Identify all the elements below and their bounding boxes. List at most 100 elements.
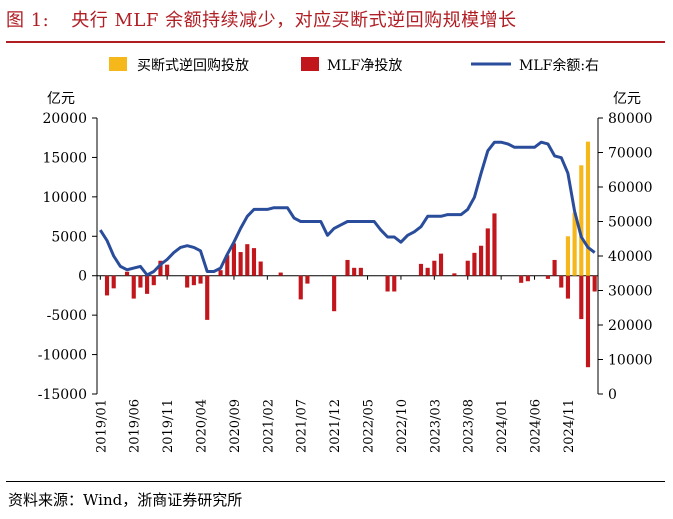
right-tick-label: 80000 [608, 111, 653, 127]
mlf-net-bar [392, 275, 397, 292]
mlf-net-bar [545, 275, 550, 279]
mlf-net-bar [205, 275, 210, 320]
title-rule [6, 41, 665, 43]
mlf-net-bar [124, 271, 130, 276]
right-axis-unit: 亿元 [613, 91, 641, 107]
mlf-net-bar [425, 267, 430, 276]
mlf-net-bar [305, 275, 310, 284]
mlf-net-bar [345, 259, 350, 276]
reverse-repo-bar [565, 236, 571, 276]
mlf-net-bar [519, 275, 524, 283]
legend-swatch-mlf-net [301, 57, 319, 71]
mlf-net-bar [332, 275, 337, 312]
mlf-net-bar [158, 260, 163, 276]
right-tick-label: 70000 [608, 146, 653, 162]
legend-label-mlf-balance: MLF余额:右 [519, 57, 599, 74]
mlf-net-bar [592, 275, 597, 292]
plot-area: -15000 -10000 -5000 0 5000 10000 15000 20000 0 10… [38, 111, 653, 453]
figure-title-text: 央行 MLF 余额持续减少，对应买断式逆回购规模增长 [71, 10, 517, 31]
mlf-net-bar [385, 275, 390, 292]
left-tick-label: -10000 [38, 348, 87, 364]
mlf-net-bar [552, 259, 557, 276]
x-tick-label: 2019/01 [94, 399, 109, 453]
mlf-net-bar [298, 275, 303, 300]
left-tick-label: 0 [78, 269, 87, 285]
left-axis-unit: 亿元 [47, 91, 75, 107]
figure-number: 图 1: [6, 10, 50, 31]
right-tick-label: 60000 [608, 180, 653, 196]
x-tick-label: 2023/03 [428, 399, 443, 453]
legend-label-reverse-repo: 买断式逆回购投放 [137, 58, 249, 74]
x-tick-label: 2022/05 [362, 399, 377, 453]
x-tick-label: 2021/02 [261, 399, 276, 453]
right-tick-label: 20000 [608, 318, 653, 334]
mlf-net-bar [198, 275, 203, 284]
mlf-net-bar [465, 260, 470, 276]
mlf-net-bar [472, 252, 477, 276]
mlf-net-bar [165, 264, 170, 276]
right-tick-label: 0 [608, 387, 617, 403]
mlf-net-bar [258, 261, 263, 276]
mlf-net-bar [185, 275, 190, 288]
mlf-net-bar [358, 267, 363, 276]
mlf-net-bar [138, 275, 143, 288]
mlf-net-bar [432, 260, 437, 276]
right-tick-label: 10000 [608, 353, 653, 369]
x-tick-label: 2024/11 [562, 399, 577, 453]
mlf-net-bar [238, 252, 243, 276]
right-tick-label: 40000 [608, 249, 653, 265]
left-tick-label: 15000 [42, 150, 87, 166]
mlf-net-bar [452, 273, 457, 276]
mlf-net-bar [492, 213, 497, 276]
mlf-net-bar [438, 253, 444, 276]
left-tick-label: -15000 [38, 387, 87, 403]
mlf-net-bar [579, 275, 584, 320]
mlf-net-bar [559, 275, 564, 288]
x-tick-label: 2021/12 [328, 399, 343, 453]
x-tick-label: 2023/08 [462, 399, 477, 453]
x-tick-label: 2024/01 [495, 399, 510, 453]
x-tick-label: 2020/04 [195, 399, 210, 453]
reverse-repo-bar [579, 165, 584, 276]
right-tick-label: 30000 [608, 284, 653, 300]
source-note: 资料来源：Wind，浙商证券研究所 [8, 491, 243, 509]
mlf-net-bar [565, 275, 571, 299]
legend-label-mlf-net: MLF净投放 [327, 58, 402, 74]
left-tick-label: -5000 [47, 308, 87, 324]
source-rule [6, 481, 665, 482]
mlf-net-bar [151, 275, 156, 286]
x-tick-label: 2020/09 [228, 399, 243, 453]
mlf-net-bar [525, 275, 530, 282]
x-tick-label: 2019/06 [128, 399, 143, 453]
mlf-net-bar [225, 255, 230, 276]
mlf-net-bar [104, 275, 110, 296]
mlf-net-bar [145, 275, 150, 294]
mlf-net-bar [251, 248, 257, 276]
mlf-net-bar [418, 263, 424, 276]
x-tick-label: 2024/06 [529, 399, 544, 453]
mlf-net-bar [191, 275, 196, 286]
x-tick-label: 2021/07 [295, 399, 310, 453]
reverse-repo-bar [572, 212, 577, 276]
mlf-net-bar [218, 270, 223, 276]
figure-title: 图 1: 央行 MLF 余额持续减少，对应买断式逆回购规模增长 [6, 6, 517, 32]
reverse-repo-bar [585, 141, 591, 276]
x-tick-label: 2022/10 [395, 399, 410, 453]
mlf-net-bar [131, 275, 136, 299]
mlf-net-bar [352, 267, 357, 276]
mlf-net-bar [231, 243, 237, 276]
left-tick-label: 10000 [42, 190, 87, 206]
mlf-net-bar [485, 228, 490, 276]
left-tick-label: 5000 [51, 229, 87, 245]
legend-swatch-reverse-repo [109, 57, 127, 71]
mlf-net-bar [111, 275, 116, 289]
right-tick-label: 50000 [608, 215, 653, 231]
mlf-balance-line [99, 140, 596, 277]
mlf-net-bar [479, 245, 484, 276]
mlf-net-bar [278, 272, 283, 276]
legend: 买断式逆回购投放 MLF净投放 MLF余额:右 [109, 57, 599, 74]
combo-chart: 买断式逆回购投放 MLF净投放 MLF余额:右 亿元 亿元 -15000 -100… [38, 57, 653, 453]
mlf-net-bar [245, 244, 250, 276]
x-tick-label: 2019/11 [161, 399, 176, 453]
left-tick-label: 20000 [42, 111, 87, 127]
